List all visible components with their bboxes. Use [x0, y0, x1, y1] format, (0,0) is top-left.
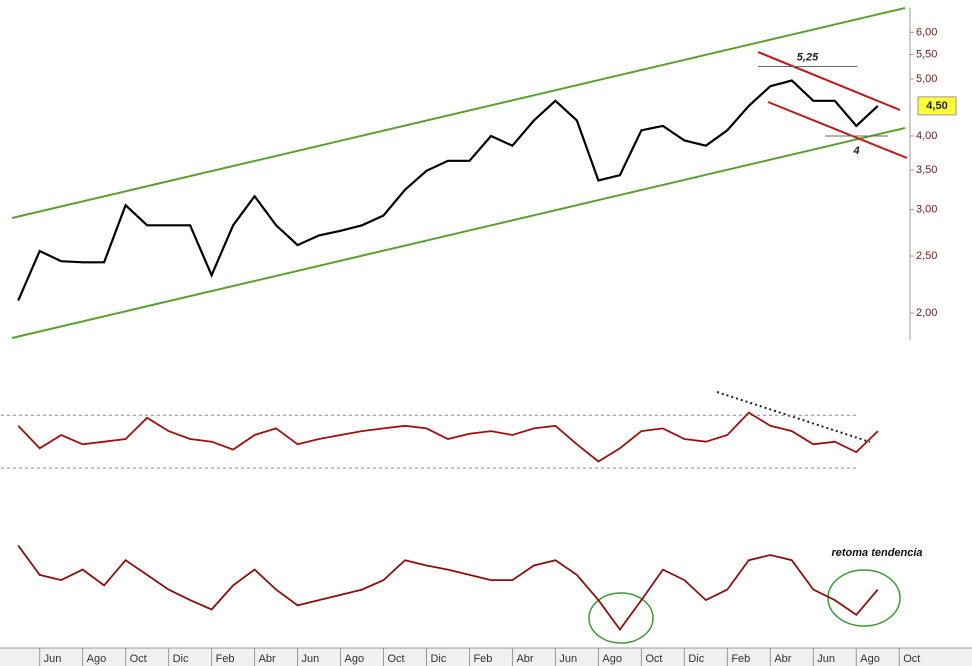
trend-lower [767, 101, 908, 159]
highlight-circle [588, 592, 654, 644]
trend-upper [757, 51, 901, 111]
x-tick-label: Oct [903, 653, 920, 665]
y-tick-label: 3,00 [916, 203, 937, 215]
channel-lower [11, 127, 906, 339]
series-line [17, 411, 879, 463]
y-tick-label: 5,50 [916, 48, 937, 60]
x-axis-bar [0, 648, 972, 666]
x-tick-label: Feb [731, 653, 750, 665]
highlight-circle [827, 569, 901, 627]
x-tick-label: Dic [173, 653, 189, 665]
y-tick-label: 4,00 [916, 130, 937, 142]
x-tick-label: Oct [130, 653, 147, 665]
series-line [17, 79, 879, 302]
channel-upper [11, 7, 906, 219]
x-tick-label: Jun [44, 653, 62, 665]
x-tick-label: Feb [473, 653, 492, 665]
x-tick-label: Oct [645, 653, 662, 665]
series-line [17, 544, 879, 632]
x-tick-label: Ago [860, 653, 880, 665]
x-tick-label: Ago [602, 653, 622, 665]
y-tick-label: 5,00 [916, 73, 937, 85]
rsi-trendline [716, 391, 871, 443]
x-tick-label: Jun [817, 653, 835, 665]
last-price-tag [917, 96, 957, 116]
x-tick-label: Abr [259, 653, 276, 665]
x-tick-label: Dic [688, 653, 704, 665]
x-tick-label: Dic [430, 653, 446, 665]
x-tick-label: Jun [559, 653, 577, 665]
x-tick-label: Ago [345, 653, 365, 665]
y-tick-label: 6,00 [916, 26, 937, 38]
x-tick-label: Jun [302, 653, 320, 665]
x-tick-label: Abr [516, 653, 533, 665]
y-tick-label: 2,00 [916, 307, 937, 319]
x-tick-label: Feb [216, 653, 235, 665]
annotation: retoma tendencia [831, 547, 922, 559]
y-tick-label: 3,50 [916, 164, 937, 176]
y-tick-label: 2,50 [916, 250, 937, 262]
x-tick-label: Ago [87, 653, 107, 665]
x-tick-label: Abr [774, 653, 791, 665]
level-label: 5,25 [797, 51, 819, 63]
last-price-label: 4,50 [926, 100, 947, 112]
x-tick-label: Oct [388, 653, 405, 665]
level-label: 4 [852, 145, 859, 157]
